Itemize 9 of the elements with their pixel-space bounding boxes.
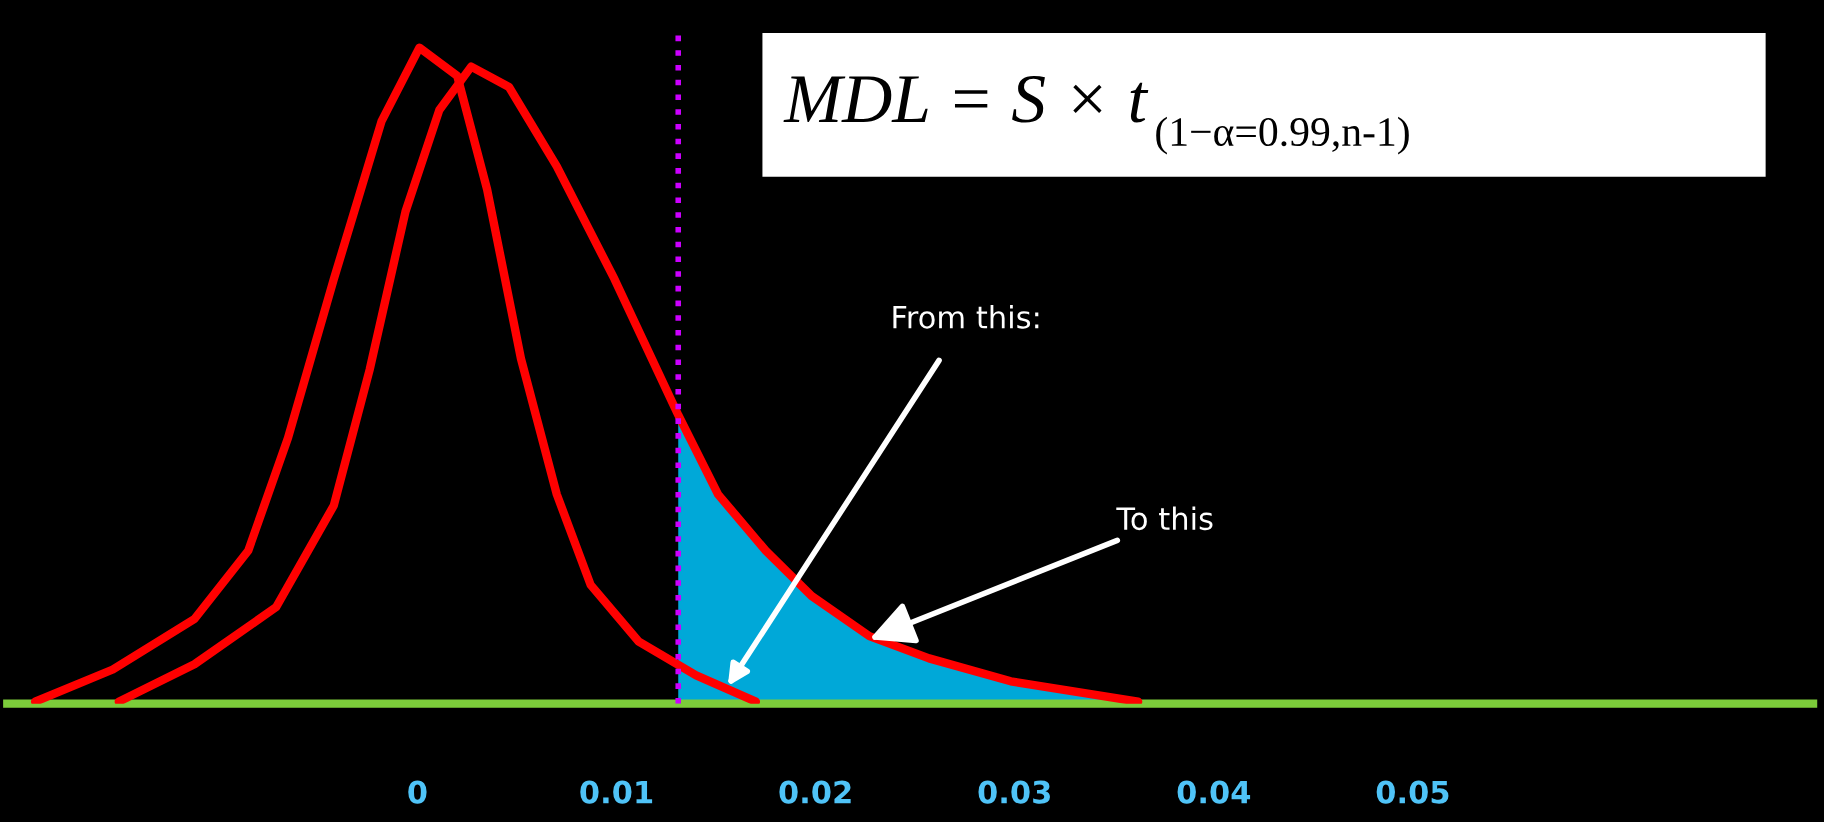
x-tick-label: 0.04 — [1177, 780, 1251, 804]
x-tick-label: 0.02 — [779, 780, 851, 804]
x-tick-label: 0 — [408, 780, 427, 804]
annotation: MDL = S × t(1−α=0.99,n-1) — [783, 75, 1409, 155]
x-tick-label: 0.05 — [1376, 780, 1449, 804]
annotation: To this — [1116, 506, 1213, 531]
x-tick-label: 0.03 — [978, 780, 1050, 804]
annotation: From this: — [893, 305, 1039, 329]
x-tick-label: 0.01 — [580, 780, 653, 804]
